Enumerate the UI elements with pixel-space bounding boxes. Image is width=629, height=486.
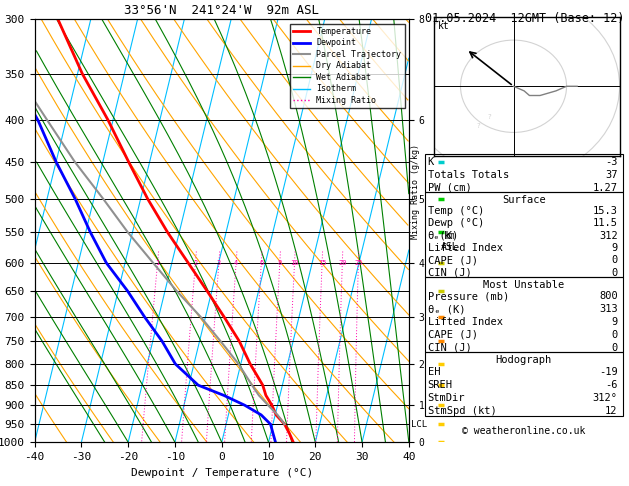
Text: 0: 0 [611,268,618,278]
Text: ?: ? [476,123,480,129]
Text: 312: 312 [599,230,618,241]
Text: Lifted Index: Lifted Index [428,243,503,253]
Text: PW (cm): PW (cm) [428,183,472,192]
Text: 37: 37 [605,170,618,180]
Text: Totals Totals: Totals Totals [428,170,509,180]
Text: StmSpd (kt): StmSpd (kt) [428,406,496,416]
Text: Hodograph: Hodograph [496,355,552,365]
Text: CIN (J): CIN (J) [428,343,472,353]
Text: StmDir: StmDir [428,393,465,403]
Text: -19: -19 [599,366,618,377]
Text: 800: 800 [599,291,618,301]
Text: EH: EH [428,366,440,377]
Text: 15: 15 [318,260,326,266]
Text: CAPE (J): CAPE (J) [428,255,477,265]
Text: θₑ(K): θₑ(K) [428,230,459,241]
Text: 2: 2 [193,260,198,266]
Text: Most Unstable: Most Unstable [483,280,564,290]
Text: Temp (°C): Temp (°C) [428,206,484,216]
Legend: Temperature, Dewpoint, Parcel Trajectory, Dry Adiabat, Wet Adiabat, Isotherm, Mi: Temperature, Dewpoint, Parcel Trajectory… [290,24,404,108]
Text: © weatheronline.co.uk: © weatheronline.co.uk [462,426,586,436]
Text: 12: 12 [605,406,618,416]
Text: 25: 25 [354,260,362,266]
Text: 3: 3 [217,260,221,266]
Y-axis label: km
ASL: km ASL [441,231,459,252]
Text: 313: 313 [599,304,618,314]
Text: 11.5: 11.5 [593,218,618,228]
Text: 1: 1 [155,260,160,266]
Text: 0: 0 [611,343,618,353]
Text: Pressure (mb): Pressure (mb) [428,291,509,301]
Text: 6: 6 [259,260,264,266]
Text: 9: 9 [611,243,618,253]
X-axis label: Dewpoint / Temperature (°C): Dewpoint / Temperature (°C) [131,468,313,478]
Text: 01.05.2024  12GMT (Base: 12): 01.05.2024 12GMT (Base: 12) [425,12,624,25]
Text: kt: kt [438,21,450,31]
Text: LCL: LCL [411,420,427,429]
Text: 4: 4 [234,260,238,266]
Text: CIN (J): CIN (J) [428,268,472,278]
Text: 15.3: 15.3 [593,206,618,216]
Text: 0: 0 [611,330,618,340]
Text: 8: 8 [277,260,282,266]
Text: ?: ? [487,114,491,120]
Text: θₑ (K): θₑ (K) [428,304,465,314]
Text: Dewp (°C): Dewp (°C) [428,218,484,228]
Text: CAPE (J): CAPE (J) [428,330,477,340]
Text: 10: 10 [290,260,299,266]
Text: Lifted Index: Lifted Index [428,317,503,327]
Text: 20: 20 [338,260,347,266]
Text: Surface: Surface [502,195,545,205]
Text: -3: -3 [605,157,618,167]
Text: 9: 9 [611,317,618,327]
Title: 33°56'N  241°24'W  92m ASL: 33°56'N 241°24'W 92m ASL [124,4,320,17]
Text: 312°: 312° [593,393,618,403]
Text: SREH: SREH [428,380,453,390]
Text: 0: 0 [611,255,618,265]
Text: -6: -6 [605,380,618,390]
Text: 1.27: 1.27 [593,183,618,192]
Text: K: K [428,157,434,167]
Text: Mixing Ratio (g/kg): Mixing Ratio (g/kg) [411,144,420,239]
